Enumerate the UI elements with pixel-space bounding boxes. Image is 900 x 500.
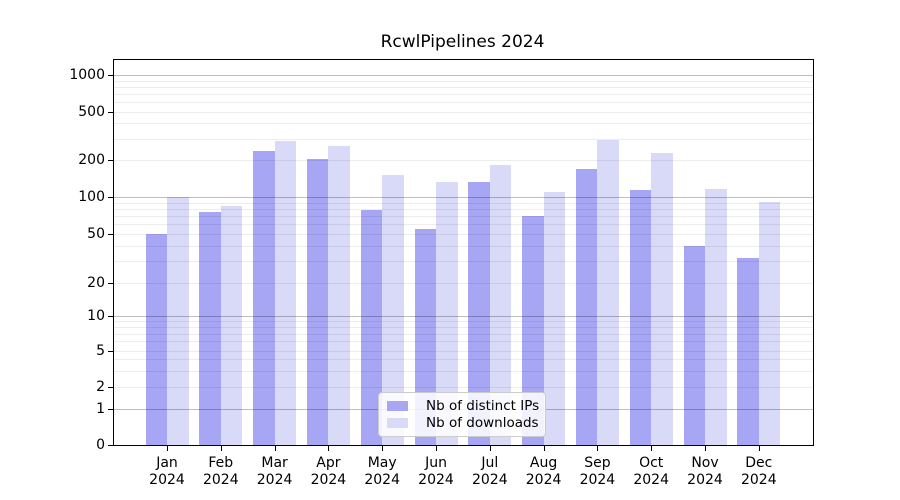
- bar-downloads: [328, 145, 350, 445]
- bar-distinct-ips: [737, 257, 759, 445]
- x-tick-label: Oct 2024: [633, 455, 669, 488]
- bar-distinct-ips: [683, 245, 705, 445]
- y-tick-label: 50: [87, 226, 105, 242]
- bar-downloads: [758, 202, 781, 445]
- x-tick-mark: [220, 445, 222, 451]
- y-tick-mark: [108, 408, 114, 410]
- chart-title: RcwlPipelines 2024: [380, 32, 545, 52]
- bar-distinct-ips: [145, 234, 167, 445]
- x-tick-mark: [705, 445, 706, 451]
- plot-area: 0 1 2 5 10 20 50 100 200 500 1000 Jan 2024 Feb 2024 M…: [69, 59, 814, 488]
- legend-row-downloads: Nb of downloads: [385, 415, 539, 430]
- bar-distinct-ips: [360, 210, 383, 445]
- bar-distinct-ips: [414, 228, 436, 445]
- x-tick-label: Feb 2024: [202, 455, 239, 488]
- x-tick-label: May 2024: [364, 455, 400, 488]
- legend-swatch-distinct-ips: [387, 401, 408, 412]
- x-tick-mark: [382, 445, 384, 451]
- y-tick-label: 1: [96, 400, 105, 417]
- x-tick-label: Jul 2024: [471, 455, 508, 488]
- legend: Nb of distinct IPs Nb of downloads: [378, 392, 546, 437]
- bar-downloads: [651, 152, 673, 445]
- y-tick-mark: [108, 316, 114, 317]
- gridline-minor: [114, 93, 813, 95]
- gridline-minor: [114, 160, 813, 161]
- legend-row-distinct-ips: Nb of distinct IPs: [385, 399, 539, 414]
- bar-downloads: [220, 205, 243, 445]
- x-tick-mark: [543, 445, 545, 451]
- gridline-minor: [114, 123, 813, 125]
- legend-label-distinct-ips: Nb of distinct IPs: [426, 398, 540, 415]
- bar-downloads: [597, 140, 619, 445]
- x-tick-label: Apr 2024: [310, 455, 347, 488]
- y-tick-label: 0: [96, 437, 105, 453]
- y-tick-label: 100: [78, 189, 105, 205]
- legend-swatch-downloads: [387, 417, 408, 428]
- bar-distinct-ips: [306, 158, 329, 445]
- gridline-minor: [114, 111, 813, 113]
- gridline-major: [114, 75, 813, 76]
- bar-distinct-ips: [575, 169, 598, 445]
- y-tick-mark: [108, 387, 114, 388]
- y-tick-label: 2: [96, 379, 105, 395]
- y-tick-mark: [108, 197, 114, 198]
- y-tick-mark: [108, 75, 114, 76]
- x-tick-mark: [758, 445, 760, 451]
- y-tick-label: 5: [96, 342, 105, 359]
- bar-downloads: [436, 181, 458, 445]
- bar-distinct-ips: [629, 189, 652, 445]
- y-tick-mark: [108, 111, 114, 113]
- legend-label-downloads: Nb of downloads: [426, 414, 539, 431]
- gridline-minor: [114, 138, 813, 140]
- y-tick-mark: [108, 160, 114, 161]
- y-tick-label: 200: [78, 152, 105, 168]
- gridline-minor: [114, 86, 813, 88]
- bar-downloads: [543, 192, 566, 445]
- bar-distinct-ips: [468, 181, 490, 445]
- y-tick-mark: [108, 445, 114, 446]
- gridline-minor: [114, 80, 813, 82]
- y-tick-mark: [108, 234, 114, 235]
- bar-distinct-ips: [199, 212, 221, 445]
- x-tick-label: Dec 2024: [740, 455, 777, 488]
- x-tick-label: Nov 2024: [687, 455, 723, 488]
- y-tick-label: 500: [78, 103, 105, 120]
- y-tick-label: 10: [87, 308, 105, 324]
- x-tick-mark: [328, 445, 330, 451]
- y-tick-label: 1000: [69, 67, 105, 83]
- x-tick-mark: [489, 445, 491, 451]
- x-tick-mark: [651, 445, 653, 451]
- y-tick-mark: [108, 350, 114, 352]
- bar-downloads: [382, 174, 404, 445]
- x-tick-mark: [597, 445, 599, 451]
- bar-downloads: [167, 197, 189, 445]
- x-tick-label: Sep 2024: [579, 455, 616, 488]
- bar-downloads: [705, 188, 727, 445]
- bar-distinct-ips: [522, 216, 544, 445]
- x-tick-mark: [167, 445, 168, 451]
- y-tick-mark: [108, 282, 114, 284]
- x-tick-label: Mar 2024: [256, 455, 293, 488]
- gridline-minor: [114, 102, 813, 104]
- bar-distinct-ips: [253, 151, 275, 445]
- bar-downloads: [274, 140, 297, 445]
- x-tick-mark: [274, 445, 276, 451]
- x-tick-label: Jun 2024: [418, 455, 454, 488]
- bar-downloads: [489, 165, 512, 445]
- x-tick-label: Jan 2024: [149, 455, 185, 488]
- x-tick-label: Aug 2024: [525, 455, 562, 488]
- x-tick-mark: [436, 445, 437, 451]
- y-tick-label: 20: [87, 274, 105, 291]
